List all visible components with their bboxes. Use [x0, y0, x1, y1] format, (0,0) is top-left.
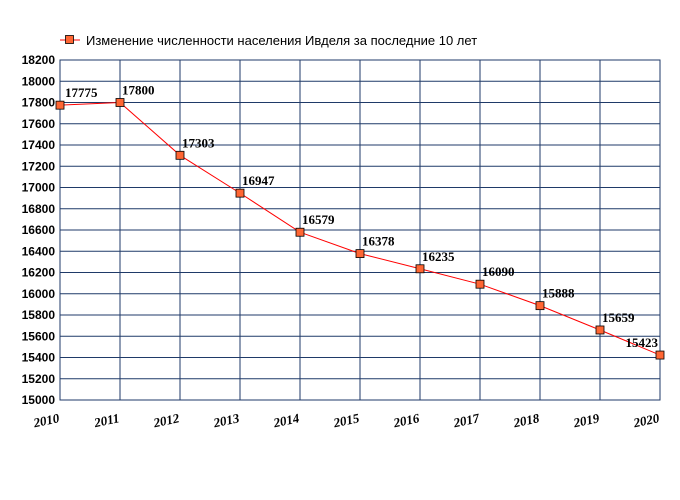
y-tick-label: 16200: [22, 266, 56, 280]
data-point-marker: [535, 301, 545, 311]
data-point-marker: [355, 249, 365, 258]
series-group: 17775 17800 17303 16947 16579 16378 16235 16090…: [55, 83, 665, 360]
data-label: 15888: [542, 286, 575, 301]
y-tick-label: 17000: [22, 181, 56, 195]
y-tick-label: 15800: [22, 308, 56, 322]
data-label: 17800: [122, 83, 155, 98]
y-tick-label: 17800: [22, 96, 56, 110]
data-point-marker: [655, 350, 665, 360]
x-axis-ticks: 2010 2011 2012 2013 2014 2015 2016 2017 2018 2019…: [31, 410, 661, 430]
data-point-marker: [595, 325, 605, 335]
data-point-marker: [475, 279, 485, 289]
legend: Изменение численности населения Ивделя з…: [60, 33, 477, 48]
data-label: 17775: [65, 85, 98, 100]
x-tick-label: 2011: [92, 410, 121, 430]
x-tick-label: 2013: [211, 410, 241, 430]
x-tick-label: 2015: [331, 410, 361, 430]
x-tick-label: 2014: [271, 410, 301, 430]
data-point-marker: [175, 150, 185, 160]
data-label: 16090: [482, 264, 515, 279]
x-tick-label: 2019: [571, 410, 601, 430]
data-label: 16235: [422, 249, 455, 264]
x-tick-label: 2016: [391, 410, 421, 430]
y-tick-label: 18200: [22, 53, 56, 67]
y-tick-label: 16600: [22, 223, 56, 237]
data-label: 16579: [302, 212, 335, 227]
legend-marker: [65, 35, 74, 44]
x-tick-label: 2018: [511, 410, 541, 430]
x-tick-label: 2020: [631, 410, 661, 430]
y-tick-label: 16000: [22, 287, 56, 301]
data-point-marker: [235, 188, 245, 198]
x-tick-label: 2012: [151, 410, 181, 430]
data-label: 16947: [242, 173, 275, 188]
data-point-marker: [415, 264, 425, 274]
y-tick-label: 17200: [22, 159, 56, 173]
y-tick-label: 17400: [22, 138, 56, 152]
y-tick-label: 15200: [22, 372, 56, 386]
data-point-marker: [55, 100, 65, 110]
data-point-marker: [295, 227, 305, 237]
data-label: 15659: [602, 310, 635, 325]
x-tick-label: 2017: [451, 410, 481, 430]
data-label: 17303: [182, 135, 215, 150]
y-tick-label: 16400: [22, 244, 56, 258]
y-tick-label: 15000: [22, 393, 56, 407]
data-point-marker: [115, 98, 125, 107]
grid: [59, 59, 661, 401]
data-label: 15423: [626, 335, 659, 350]
data-label: 16378: [362, 234, 395, 249]
y-tick-label: 15400: [22, 351, 56, 365]
y-tick-label: 18000: [22, 74, 56, 88]
y-tick-label: 15600: [22, 329, 56, 343]
y-axis-ticks: 15000 15200 15400 15600 15800 16000 16200 16400…: [22, 53, 56, 407]
y-tick-label: 17600: [22, 117, 56, 131]
legend-label: Изменение численности населения Ивделя з…: [86, 33, 477, 48]
y-tick-label: 16800: [22, 202, 56, 216]
x-tick-label: 2010: [31, 410, 61, 430]
